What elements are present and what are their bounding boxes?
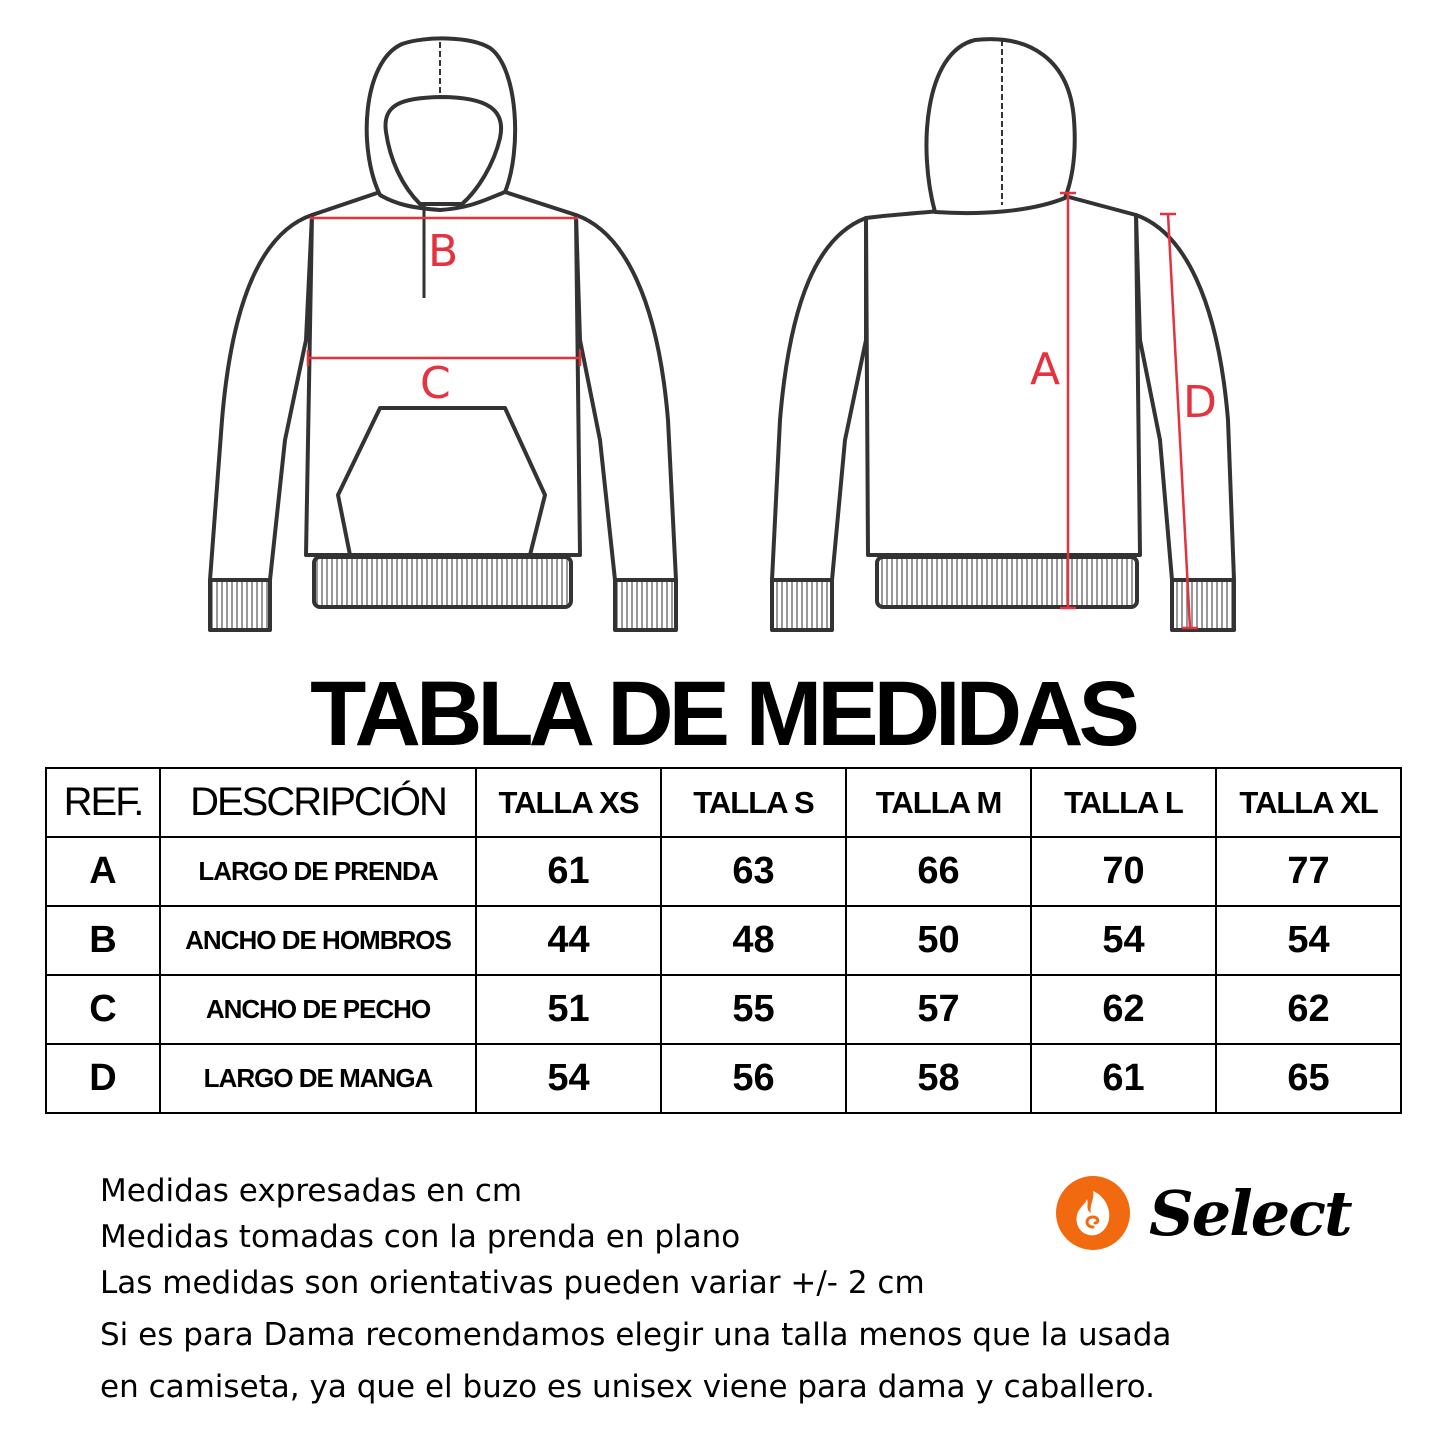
label-b: B bbox=[428, 226, 458, 277]
hoodie-front bbox=[208, 36, 678, 632]
cell-desc: ANCHO DE HOMBROS bbox=[159, 905, 477, 976]
cell-value: 48 bbox=[660, 905, 847, 976]
header-size-xl: TALLA XL bbox=[1215, 767, 1402, 838]
header-size-m: TALLA M bbox=[845, 767, 1032, 838]
table-row: B ANCHO DE HOMBROS 44 48 50 54 54 bbox=[45, 905, 1402, 976]
body bbox=[864, 194, 1142, 557]
right-sleeve bbox=[574, 213, 678, 582]
measure-lines bbox=[306, 191, 1198, 630]
cell-value: 51 bbox=[475, 974, 662, 1045]
label-d: D bbox=[1183, 377, 1217, 428]
cell-ref: C bbox=[45, 974, 161, 1045]
hoodie-diagram: B C A D bbox=[208, 36, 1236, 632]
hood bbox=[924, 37, 1077, 216]
cell-value: 61 bbox=[1030, 1043, 1217, 1114]
hoodie-back bbox=[770, 37, 1236, 632]
measure-d-line bbox=[1166, 213, 1192, 629]
face-opening bbox=[383, 95, 504, 206]
table-row: D LARGO DE MANGA 54 56 58 61 65 bbox=[45, 1043, 1402, 1114]
table-row: C ANCHO DE PECHO 51 55 57 62 62 bbox=[45, 974, 1402, 1045]
note-line: Medidas expresadas en cm bbox=[100, 1173, 523, 1209]
table-header-row: REF. DESCRIPCIÓN TALLA XS TALLA S TALLA … bbox=[45, 767, 1402, 838]
logo-text: Select bbox=[1149, 1176, 1353, 1250]
header-description: DESCRIPCIÓN bbox=[159, 767, 477, 838]
flame-icon bbox=[1056, 1176, 1130, 1250]
header-size-xs: TALLA XS bbox=[475, 767, 662, 838]
cell-value: 58 bbox=[845, 1043, 1032, 1114]
cell-value: 63 bbox=[660, 836, 847, 907]
waistband bbox=[875, 555, 1139, 609]
cell-value: 50 bbox=[845, 905, 1032, 976]
left-sleeve bbox=[770, 216, 868, 582]
cell-value: 56 bbox=[660, 1043, 847, 1114]
cell-value: 77 bbox=[1215, 836, 1402, 907]
cell-value: 54 bbox=[475, 1043, 662, 1114]
cell-ref: A bbox=[45, 836, 161, 907]
cell-value: 55 bbox=[660, 974, 847, 1045]
cell-ref: B bbox=[45, 905, 161, 976]
table-row: A LARGO DE PRENDA 61 63 66 70 77 bbox=[45, 836, 1402, 907]
cell-value: 44 bbox=[475, 905, 662, 976]
left-sleeve bbox=[208, 213, 314, 582]
note-line: Si es para Dama recomendamos elegir una … bbox=[100, 1317, 1172, 1353]
header-ref: REF. bbox=[45, 767, 161, 838]
cell-value: 70 bbox=[1030, 836, 1217, 907]
cell-desc: LARGO DE PRENDA bbox=[159, 836, 477, 907]
header-size-s: TALLA S bbox=[660, 767, 847, 838]
pocket bbox=[336, 406, 547, 557]
cell-value: 61 bbox=[475, 836, 662, 907]
cell-value: 62 bbox=[1030, 974, 1217, 1045]
label-a: A bbox=[1030, 344, 1060, 395]
notes: Medidas expresadas en cm Medidas tomadas… bbox=[100, 1168, 1171, 1410]
cell-desc: ANCHO DE PECHO bbox=[159, 974, 477, 1045]
cell-value: 54 bbox=[1215, 905, 1402, 976]
right-cuff bbox=[1170, 578, 1236, 632]
header-size-l: TALLA L bbox=[1030, 767, 1217, 838]
note-line: Medidas tomadas con la prenda en plano bbox=[100, 1219, 741, 1255]
brand-logo: Select bbox=[1055, 1175, 1353, 1251]
cell-ref: D bbox=[45, 1043, 161, 1114]
cell-value: 62 bbox=[1215, 974, 1402, 1045]
note-line: Las medidas son orientativas pueden vari… bbox=[100, 1265, 925, 1301]
page-title: TABLA DE MEDIDAS bbox=[310, 663, 1140, 765]
waistband bbox=[312, 555, 573, 609]
cell-value: 54 bbox=[1030, 905, 1217, 976]
cell-value: 66 bbox=[845, 836, 1032, 907]
left-cuff bbox=[770, 578, 834, 632]
size-table: REF. DESCRIPCIÓN TALLA XS TALLA S TALLA … bbox=[45, 767, 1402, 1114]
note-line: en camiseta, ya que el buzo es unisex vi… bbox=[100, 1369, 1155, 1405]
label-c: C bbox=[420, 358, 451, 409]
left-cuff bbox=[208, 578, 272, 632]
cell-value: 57 bbox=[845, 974, 1032, 1045]
cell-value: 65 bbox=[1215, 1043, 1402, 1114]
cell-desc: LARGO DE MANGA bbox=[159, 1043, 477, 1114]
right-cuff bbox=[613, 578, 678, 632]
